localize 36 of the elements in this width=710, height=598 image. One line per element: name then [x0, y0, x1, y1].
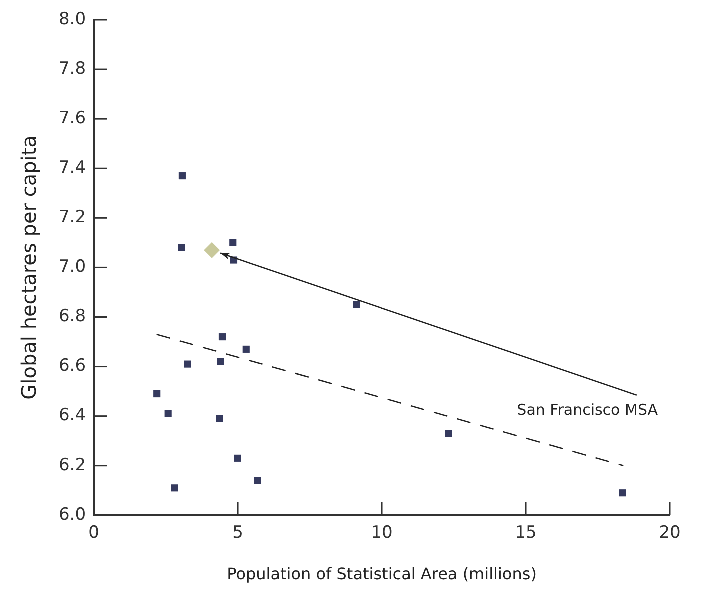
- point: [216, 415, 224, 422]
- point: [164, 410, 172, 418]
- point: [178, 172, 186, 180]
- x-tick-label: 0: [88, 523, 100, 544]
- point: [184, 360, 192, 368]
- y-axis-title: Global hectares per capita: [17, 136, 42, 400]
- y-tick-label: 6.2: [58, 455, 86, 476]
- x-tick-label: 5: [232, 523, 244, 544]
- point: [353, 301, 360, 308]
- point: [254, 477, 262, 484]
- y-tick-label: 6.8: [58, 306, 86, 327]
- y-tick-label: 7.4: [58, 158, 86, 178]
- y-tick-label: 7.8: [58, 58, 86, 79]
- x-tick-label: 10: [371, 523, 393, 544]
- point: [619, 490, 626, 497]
- x-tick-label: 20: [659, 523, 681, 544]
- x-axis-title: Population of Statistical Area (millions): [227, 564, 537, 584]
- point: [217, 358, 224, 366]
- point: [445, 430, 452, 438]
- x-tick-label: 15: [515, 523, 537, 544]
- point: [204, 242, 220, 258]
- point: [178, 244, 186, 252]
- y-tick-label: 8.0: [58, 9, 86, 30]
- point: [242, 346, 250, 353]
- point: [171, 484, 178, 492]
- point: [154, 390, 161, 398]
- y-tick-label: 6.6: [58, 356, 86, 376]
- y-tick-label: 6.4: [58, 406, 86, 426]
- point: [218, 334, 226, 341]
- y-tick-label: 6.0: [58, 504, 86, 525]
- point: [234, 454, 242, 462]
- y-tick-label: 7.6: [58, 108, 86, 128]
- annotation: San Francisco MSA: [517, 400, 659, 419]
- y-tick-label: 7.0: [58, 257, 86, 278]
- y-tick-label: 7.2: [58, 208, 86, 228]
- point: [230, 239, 237, 246]
